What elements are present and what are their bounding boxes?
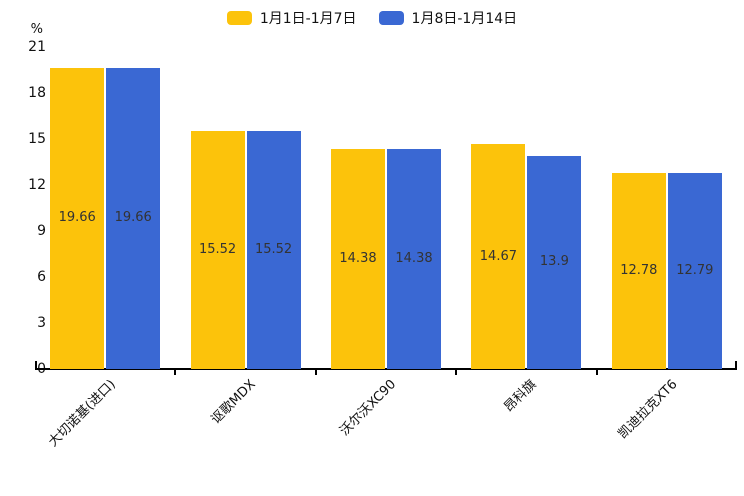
bar-series-2 — [667, 172, 722, 369]
legend-item-2[interactable]: 1月8日-1月14日 — [378, 8, 518, 28]
bar-value-label: 14.38 — [339, 250, 377, 266]
x-axis-tick — [455, 370, 458, 375]
y-axis-tick-label: 9 — [37, 223, 46, 239]
bar-series-2 — [387, 148, 441, 369]
bar-series-1 — [190, 131, 245, 369]
y-axis-tick-label: 15 — [28, 131, 46, 147]
bar-value-label: 13.9 — [539, 254, 569, 270]
bar-value-label: 14.67 — [479, 248, 517, 264]
bar-value-label: 12.79 — [676, 262, 714, 278]
axis-end-tick — [35, 361, 37, 368]
x-axis-tick — [174, 370, 177, 375]
bar-series-2 — [527, 155, 582, 369]
y-axis-tick-label: 18 — [28, 85, 46, 101]
x-axis-tick — [314, 370, 317, 375]
bar-value-label: 19.66 — [114, 210, 152, 226]
bar-series-1 — [50, 67, 105, 369]
x-category-label: 凯迪拉克XT6 — [615, 377, 681, 442]
y-axis-unit-label: % — [30, 22, 43, 37]
y-axis-tick-label: 6 — [37, 269, 46, 285]
legend-label: 1月1日-1月7日 — [259, 11, 357, 27]
x-category-label: 讴歌MDX — [208, 377, 260, 428]
bar-series-1 — [331, 148, 385, 369]
legend-swatch-icon — [226, 11, 252, 25]
bar-value-label: 12.78 — [620, 263, 658, 279]
bar-value-label: 15.52 — [254, 242, 293, 257]
bar-series-2 — [246, 131, 301, 369]
x-axis-tick — [595, 370, 598, 375]
x-axis-line — [35, 368, 737, 370]
legend-swatch-icon — [378, 11, 404, 25]
y-axis-tick-label: 3 — [37, 315, 46, 331]
bar-series-2 — [106, 67, 161, 369]
x-category-label: 沃尔沃XC90 — [337, 377, 400, 439]
legend-item-1[interactable]: 1月1日-1月7日 — [226, 8, 357, 28]
legend-label: 1月8日-1月14日 — [411, 11, 518, 27]
chart-legend: 1月1日-1月7日 1月8日-1月14日 — [0, 8, 744, 28]
y-axis-tick-label: 21 — [28, 39, 46, 55]
bar-series-1 — [471, 144, 526, 369]
bar-value-label: 14.38 — [395, 250, 433, 266]
bar-value-label: 19.66 — [58, 210, 96, 226]
y-axis-tick-label: 12 — [28, 177, 46, 193]
axis-end-tick — [735, 361, 737, 368]
x-category-label: 大切诺基(进口) — [45, 377, 119, 450]
bar-value-label: 15.52 — [198, 242, 237, 257]
x-category-label: 昂科旗 — [501, 377, 541, 416]
bar-series-1 — [611, 173, 666, 369]
